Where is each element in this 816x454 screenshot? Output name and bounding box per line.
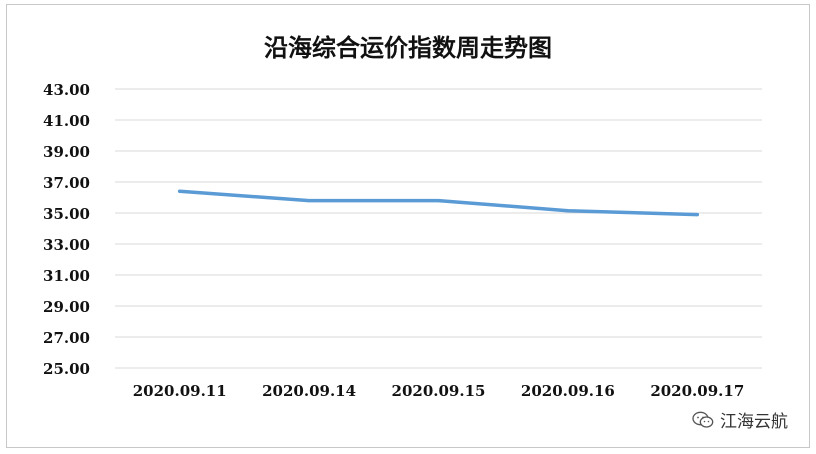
x-tick-label: 2020.09.16	[521, 382, 615, 400]
x-tick-label: 2020.09.15	[392, 382, 486, 400]
data-point	[178, 189, 182, 193]
y-tick-label: 27.00	[43, 329, 90, 347]
x-tick-label: 2020.09.17	[650, 382, 744, 400]
watermark-text: 江海云航	[720, 412, 788, 432]
watermark: 江海云航	[692, 407, 788, 432]
data-point	[695, 212, 699, 217]
y-tick-label: 31.00	[43, 267, 90, 285]
data-point	[436, 199, 441, 203]
y-tick-label: 33.00	[43, 236, 90, 254]
data-point	[307, 199, 311, 203]
series-line	[177, 189, 700, 217]
wechat-icon	[692, 411, 714, 428]
chart-frame	[6, 4, 810, 448]
chart-title: 沿海综合运价指数周走势图	[264, 33, 552, 62]
x-tick-label: 2020.09.14	[262, 382, 356, 400]
y-tick-label: 41.00	[43, 112, 90, 130]
y-tick-label: 37.00	[43, 174, 90, 192]
y-tick-label: 43.00	[43, 81, 90, 99]
x-tick-label: 2020.09.11	[133, 382, 227, 400]
y-tick-label: 25.00	[43, 360, 90, 378]
data-point	[566, 209, 570, 213]
y-tick-label: 39.00	[43, 143, 90, 161]
y-tick-label: 35.00	[43, 205, 90, 223]
y-tick-label: 29.00	[43, 298, 90, 316]
